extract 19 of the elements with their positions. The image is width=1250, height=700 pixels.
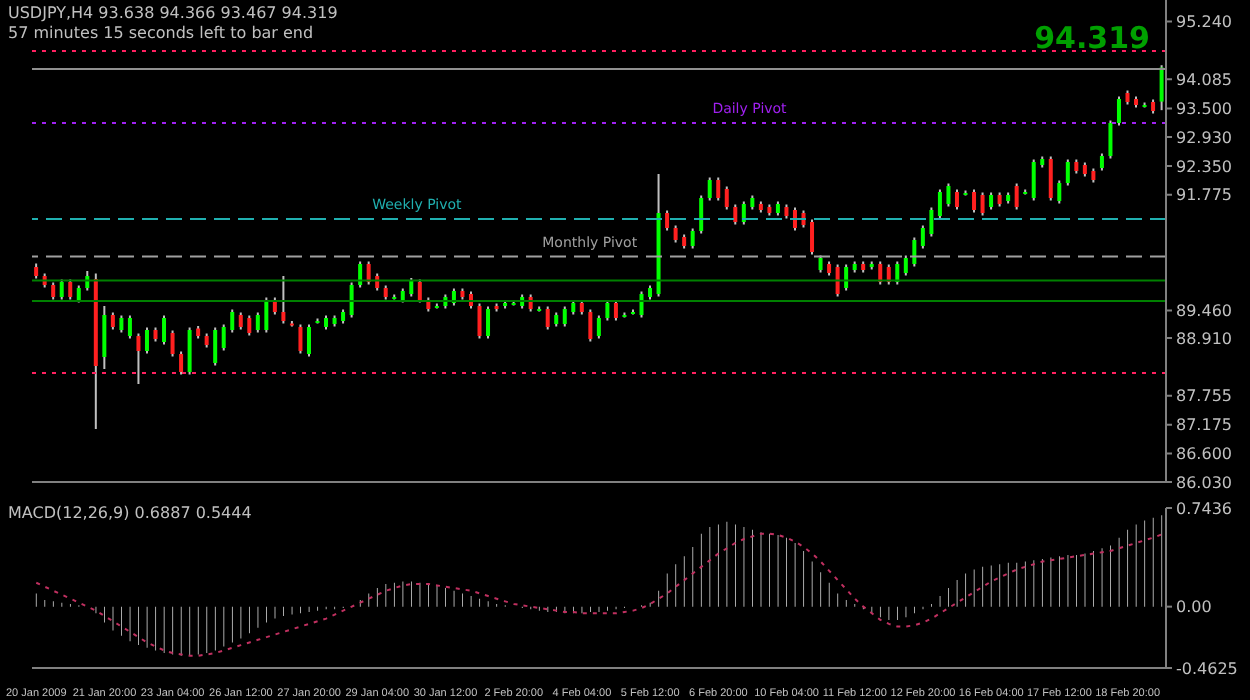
- y-tick-label: 86.030: [1176, 473, 1232, 492]
- y-tick-label: 89.460: [1176, 302, 1232, 321]
- y-tick-label: 94.085: [1176, 70, 1232, 89]
- y-tick-label: 0.7436: [1176, 499, 1232, 518]
- y-tick-label: 92.350: [1176, 157, 1232, 176]
- y-tick-label: 93.500: [1176, 100, 1232, 119]
- y-tick-label: 88.910: [1176, 329, 1232, 348]
- y-tick-label: 0.00: [1176, 598, 1212, 617]
- chart-title: USDJPY,H4 93.638 94.366 93.467 94.319: [8, 4, 338, 24]
- y-tick-label: 86.600: [1176, 445, 1232, 464]
- y-tick-label: 87.755: [1176, 387, 1232, 406]
- y-tick-label: 95.240: [1176, 13, 1232, 32]
- y-tick-label: 87.175: [1176, 416, 1232, 435]
- y-tick-label: 91.775: [1176, 186, 1232, 205]
- annotation: 94.319: [1034, 20, 1150, 56]
- y-tick-label: 92.930: [1176, 128, 1232, 147]
- y-tick-label: -0.4625: [1176, 659, 1238, 678]
- chart-title: MACD(12,26,9) 0.6887 0.5444: [8, 504, 252, 522]
- text: 57 minutes 15 seconds left to bar end: [8, 24, 316, 44]
